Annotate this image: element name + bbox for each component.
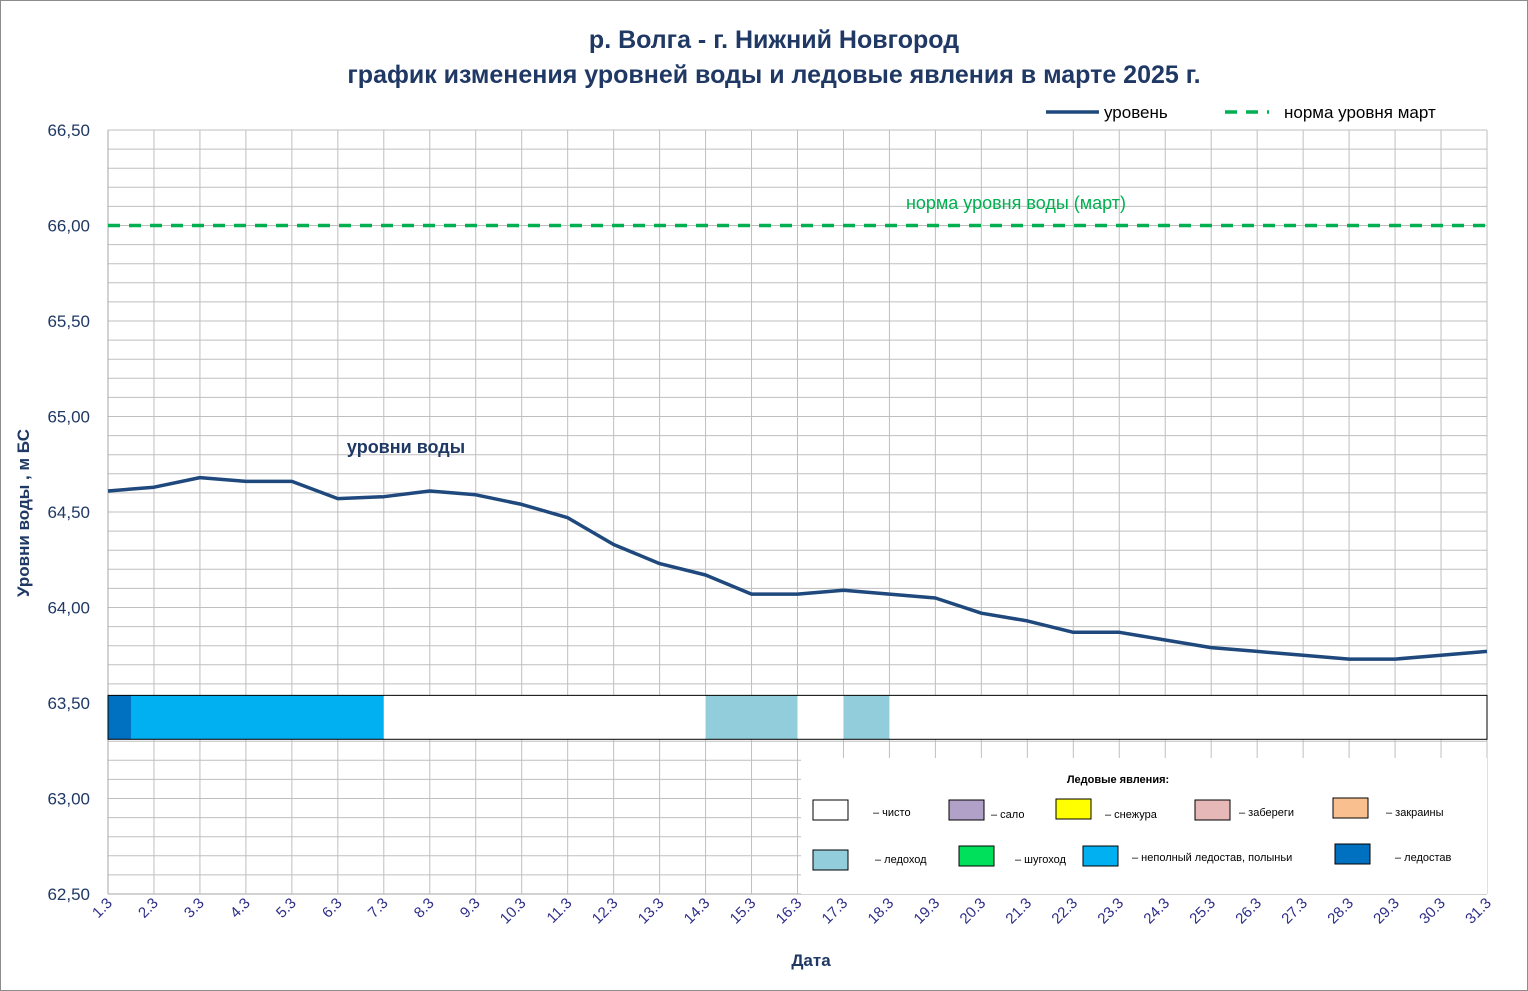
x-tick-label: 16.3 — [773, 895, 806, 928]
x-tick-label: 6.3 — [319, 895, 346, 922]
ice-legend-label: – забереги — [1239, 807, 1294, 819]
ice-legend-swatch — [1194, 799, 1231, 821]
x-tick-label: 23.3 — [1094, 895, 1127, 928]
x-tick-label: 14.3 — [681, 895, 714, 928]
series-lines — [107, 223, 1488, 661]
ice-segment — [108, 695, 131, 740]
ice-legend-swatch — [1334, 843, 1371, 865]
x-tick-label: 19.3 — [911, 895, 944, 928]
ice-legend-swatch — [1055, 798, 1092, 820]
y-tick-label: 66,50 — [47, 121, 90, 140]
y-tick-label: 66,00 — [47, 217, 90, 236]
ice-legend-label: – сало — [991, 809, 1024, 821]
x-tick-label: 18.3 — [865, 895, 898, 928]
x-tick-label: 8.3 — [411, 895, 438, 922]
y-tick-label: 64,00 — [47, 599, 90, 618]
ice-legend-swatch — [1332, 797, 1369, 819]
x-tick-label: 25.3 — [1186, 895, 1219, 928]
x-tick-label: 1.3 — [89, 895, 116, 922]
norm-annotation: норма уровня воды (март) — [906, 193, 1126, 213]
y-tick-label: 62,50 — [47, 885, 90, 904]
x-tick-label: 9.3 — [457, 895, 484, 922]
chart-subtitle: график изменения уровней воды и ледовые … — [347, 61, 1200, 89]
x-tick-label: 30.3 — [1416, 895, 1449, 928]
ice-legend-title: Ледовые явления: — [1067, 774, 1169, 786]
x-tick-label: 21.3 — [1002, 895, 1035, 928]
x-tick-label: 11.3 — [544, 895, 576, 927]
ice-segment — [130, 695, 384, 740]
level-series-line — [107, 475, 1488, 661]
y-tick-label: 65,00 — [47, 408, 90, 427]
y-tick-label: 63,00 — [47, 790, 90, 809]
x-tick-label: 27.3 — [1278, 895, 1311, 928]
ice-band-border — [107, 694, 1488, 740]
x-tick-label: 15.3 — [727, 895, 760, 928]
y-tick-label: 63,50 — [47, 694, 90, 713]
ice-legend-label: – неполный ледостав, полыньи — [1132, 852, 1292, 864]
ice-legend-label: – ледоход — [875, 854, 927, 866]
ice-segment — [383, 695, 706, 740]
legend-label-level: уровень — [1104, 103, 1168, 122]
ice-band — [107, 694, 1488, 740]
ice-segment — [843, 695, 890, 740]
x-tick-label: 2.3 — [135, 895, 162, 922]
ice-segment — [797, 695, 844, 740]
ice-segment — [889, 695, 1487, 740]
ice-legend-label: – снежура — [1105, 809, 1158, 821]
ice-legend-swatch — [812, 849, 849, 871]
x-tick-label: 4.3 — [227, 895, 254, 922]
ice-segment — [705, 695, 798, 740]
legend: уровень норма уровня март — [1046, 103, 1436, 122]
level-annotation: уровни воды — [347, 437, 465, 457]
legend-label-norm: норма уровня март — [1284, 103, 1436, 122]
ice-legend-label: – чисто — [873, 807, 911, 819]
ice-legend-swatch — [812, 799, 849, 821]
y-tick-label: 65,50 — [47, 312, 90, 331]
ice-legend-label: – закраины — [1386, 807, 1444, 819]
x-tick-label: 29.3 — [1370, 895, 1403, 928]
ice-legend-label: – шугоход — [1015, 854, 1067, 866]
x-tick-label: 5.3 — [273, 895, 300, 922]
x-tick-label: 24.3 — [1140, 895, 1173, 928]
ice-legend-swatch — [948, 799, 985, 821]
x-tick-label: 26.3 — [1232, 895, 1265, 928]
y-axis-title: Уровни воды , м БС — [14, 429, 33, 597]
x-axis-title: Дата — [791, 951, 831, 970]
x-tick-label: 12.3 — [589, 895, 622, 928]
x-tick-label: 22.3 — [1048, 895, 1081, 928]
y-tick-label: 64,50 — [47, 503, 90, 522]
ice-legend-swatch — [958, 845, 995, 867]
ice-legend: Ледовые явления: – чисто – сало – снежура – … — [801, 758, 1487, 894]
x-tick-label: 10.3 — [497, 895, 530, 928]
ice-legend-label: – ледостав — [1395, 852, 1452, 864]
ice-legend-box — [801, 758, 1487, 894]
x-tick-label: 31.3 — [1462, 895, 1495, 928]
x-tick-label: 20.3 — [957, 895, 990, 928]
x-tick-label: 28.3 — [1324, 895, 1357, 928]
y-tick-labels: 66,50 66,00 65,50 65,00 64,50 64,00 63,50 63,00… — [47, 121, 90, 904]
x-tick-labels: 1.3 2.3 3.3 4.3 5.3 6.3 7.3 8.3 9.3 10.3 11.3 12.3 1… — [89, 895, 1495, 928]
x-tick-label: 17.3 — [819, 895, 852, 928]
ice-legend-swatch — [1082, 845, 1119, 867]
x-tick-label: 13.3 — [635, 895, 668, 928]
chart-title: р. Волга - г. Нижний Новгород — [589, 26, 959, 54]
x-tick-label: 3.3 — [181, 895, 208, 922]
grid-lines — [107, 129, 1488, 895]
x-tick-label: 7.3 — [365, 895, 392, 922]
